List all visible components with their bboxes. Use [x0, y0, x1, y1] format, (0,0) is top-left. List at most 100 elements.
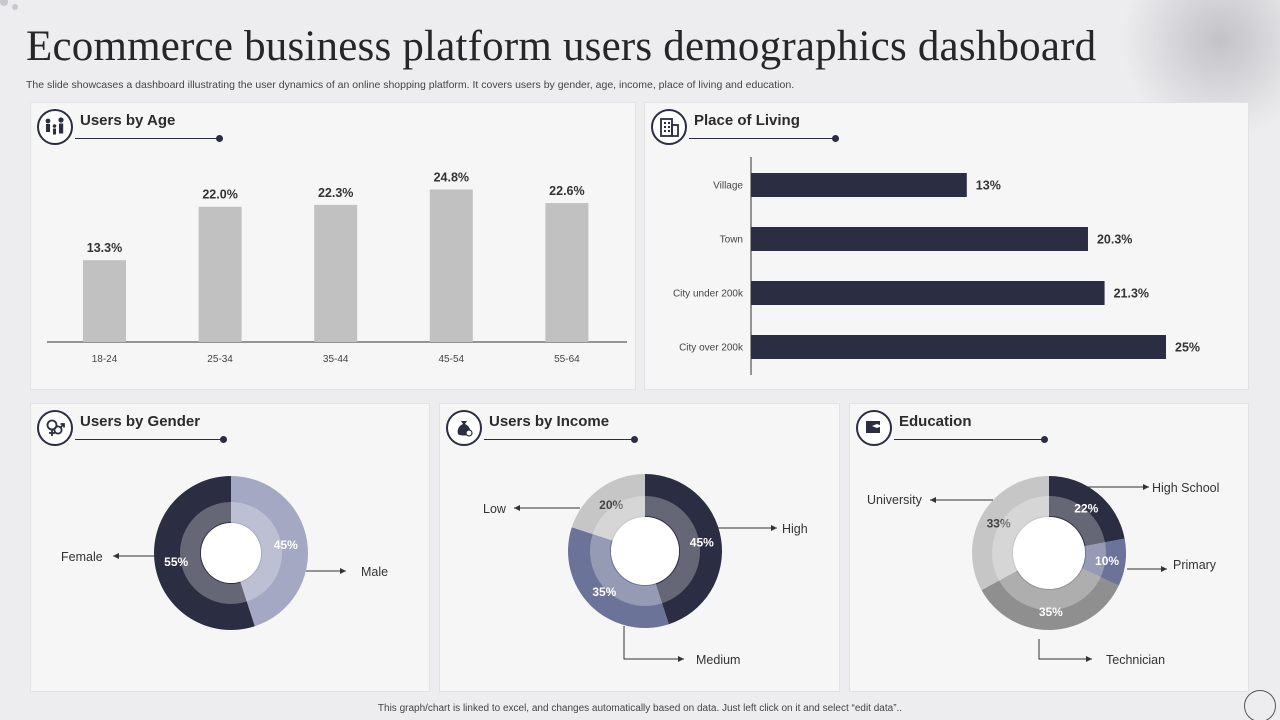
age-bar: [545, 203, 589, 342]
age-tick-label: 35-44: [323, 354, 349, 365]
gender-legend-label: Female: [61, 550, 103, 564]
decorative-dots: [0, 0, 22, 14]
education-legend-label: Primary: [1173, 558, 1217, 572]
family-icon: [37, 109, 73, 145]
gender-slice-label: 55%: [164, 555, 188, 569]
education-slice-label: 35%: [1039, 605, 1063, 619]
gender-slice: [154, 476, 255, 630]
gender-panel: Users by Gender 45% 55% Male Female: [30, 403, 430, 692]
age-bar-label: 13.3%: [87, 241, 122, 255]
education-callout-arrow: [1161, 566, 1167, 572]
gender-donut-chart: 45% 55% Male Female: [61, 476, 388, 630]
education-inner-ring: [992, 496, 1106, 610]
age-tick-label: 45-54: [439, 354, 465, 365]
page-subtitle: The slide showcases a dashboard illustra…: [26, 79, 795, 91]
income-slice: [568, 527, 669, 628]
income-callout-arrow: [514, 505, 520, 511]
income-slice-label: 45%: [690, 536, 714, 550]
education-panel-title: Education: [899, 413, 972, 430]
education-donut-chart: 22% 10% 35% 33% High School Primary Technician…: [867, 476, 1219, 667]
income-legend-label: High: [782, 522, 808, 536]
education-slice: [972, 476, 1049, 591]
education-panel: Education 22% 10% 35% 33% High School Primary…: [849, 403, 1249, 692]
education-slice-label: 10%: [1095, 554, 1119, 568]
income-hole: [611, 517, 679, 585]
age-title-line: [75, 135, 223, 142]
education-panel-header: Education: [856, 410, 1076, 450]
education-legend-label: University: [867, 493, 923, 507]
age-bar-chart: 13.3% 18-24 22.0% 25-34 22.3% 35-44 24.8% 45-54…: [47, 171, 627, 365]
education-callout-arrow: [930, 497, 936, 503]
living-tick-label: City over 200k: [679, 343, 744, 354]
gender-panel-header: Users by Gender: [37, 410, 257, 450]
living-bar: [751, 173, 967, 197]
education-callout-line: [1038, 639, 1092, 660]
age-bar: [314, 204, 358, 342]
education-callout-arrow: [1086, 656, 1092, 662]
age-bar-label: 24.8%: [434, 171, 469, 185]
income-legend-label: Low: [483, 502, 507, 516]
age-bar-label: 22.6%: [549, 184, 584, 198]
living-bar: [751, 227, 1088, 251]
gender-title-line: [75, 436, 227, 443]
gender-callout-arrow: [113, 553, 119, 559]
gender-icon: [37, 410, 73, 446]
living-bar-label: 13%: [976, 179, 1001, 193]
income-callout-line: [623, 626, 684, 660]
age-bar: [429, 189, 473, 342]
living-panel-title: Place of Living: [694, 112, 800, 129]
living-bar: [751, 335, 1166, 359]
education-slice-label: 33%: [987, 517, 1011, 531]
income-slice: [645, 474, 722, 625]
gender-slice: [231, 476, 309, 627]
income-panel: Users by Income 45% 35% 20% High Medium Low: [439, 403, 840, 692]
living-bar-label: 25%: [1175, 341, 1200, 355]
age-bar: [198, 206, 242, 342]
income-title-line: [484, 436, 638, 443]
age-panel-title: Users by Age: [80, 112, 176, 129]
building-icon: [651, 109, 687, 145]
living-bar-label: 21.3%: [1114, 287, 1149, 301]
income-inner-ring: [590, 496, 700, 606]
age-panel: Users by Age 13.3% 18-24 22.0% 25-34 22.3% 35…: [30, 102, 636, 390]
income-panel-title: Users by Income: [489, 413, 610, 430]
corner-circle-decoration: [1244, 690, 1276, 720]
gender-legend-label: Male: [361, 565, 388, 579]
gender-inner-ring: [180, 502, 282, 604]
age-tick-label: 55-64: [554, 354, 580, 365]
page-title: Ecommerce business platform users demogr…: [26, 23, 1097, 70]
education-slice-label: 22%: [1074, 501, 1098, 515]
income-slice-label: 20%: [599, 498, 623, 512]
living-tick-label: Village: [713, 181, 743, 192]
living-bar: [751, 281, 1105, 305]
education-slice: [981, 568, 1119, 630]
living-tick-label: Town: [720, 235, 743, 246]
living-tick-label: City under 200k: [673, 289, 744, 300]
living-panel-header: Place of Living: [651, 109, 871, 149]
living-bar-chart: 13% Village 20.3% Town 21.3% City under 200k 2…: [673, 157, 1200, 375]
age-bar-label: 22.3%: [318, 186, 353, 200]
education-legend-label: High School: [1152, 481, 1219, 495]
living-panel: Place of Living 13% Village 20.3% Town 21.3%…: [644, 102, 1249, 390]
education-title-line: [894, 436, 1048, 443]
education-slice: [1049, 476, 1125, 547]
age-bar: [83, 260, 126, 342]
gender-slice-label: 45%: [274, 538, 298, 552]
living-bar-label: 20.3%: [1097, 233, 1132, 247]
age-tick-label: 25-34: [207, 354, 233, 365]
education-slice: [1081, 538, 1126, 586]
income-callout-arrow: [771, 525, 777, 531]
graduation-icon: [856, 410, 892, 446]
age-bar-label: 22.0%: [202, 188, 237, 202]
footer-note: This graph/chart is linked to excel, and…: [377, 703, 903, 714]
living-title-line: [689, 135, 839, 142]
age-tick-label: 18-24: [92, 354, 118, 365]
income-legend-label: Medium: [696, 653, 740, 667]
gender-callout-arrow: [340, 568, 346, 574]
income-donut-chart: 45% 35% 20% High Medium Low: [483, 474, 808, 667]
age-panel-header: Users by Age: [37, 109, 257, 149]
gender-panel-title: Users by Gender: [80, 413, 201, 430]
income-panel-header: Users by Income: [446, 410, 666, 450]
income-slice: [571, 474, 645, 541]
education-hole: [1013, 517, 1085, 589]
